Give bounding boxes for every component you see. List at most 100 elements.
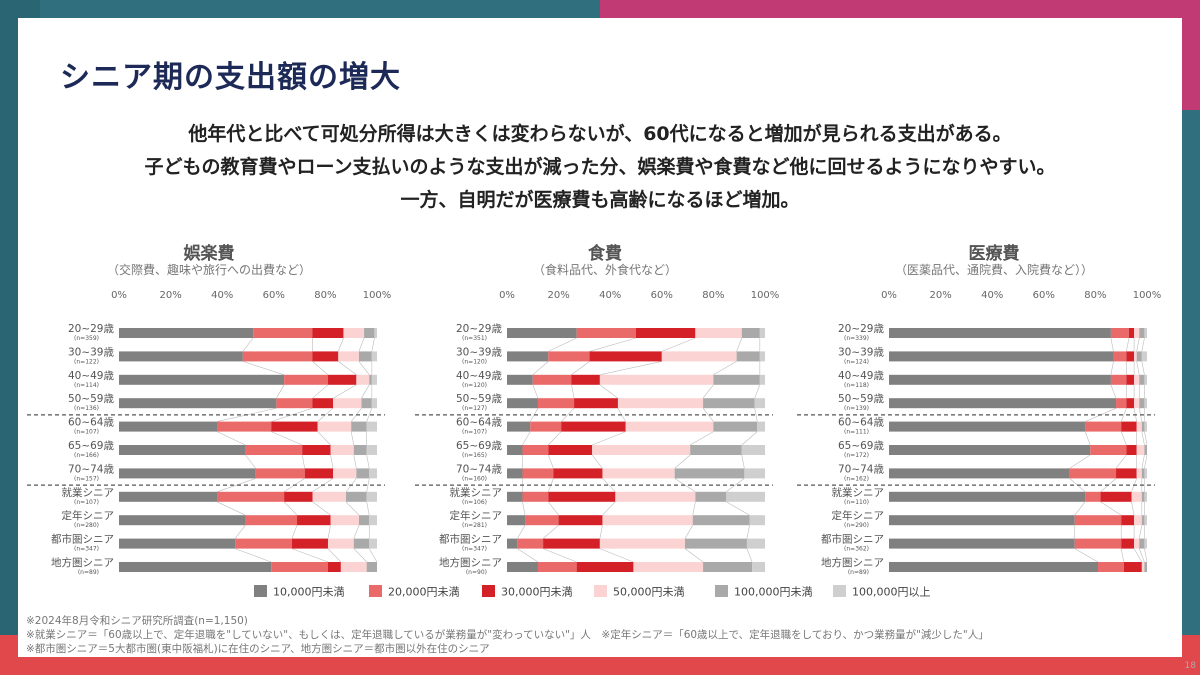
footnotes: ※2024年8月令和シニア研究所調査(n=1,150) ※就業シニア＝「60歳以…	[26, 614, 989, 656]
connector-line	[713, 361, 737, 376]
bar-segment	[1141, 351, 1147, 362]
connector-line	[599, 384, 619, 399]
bar-segment	[1144, 328, 1147, 338]
connector-line	[560, 407, 575, 422]
bar-segment	[369, 515, 377, 526]
connector-line	[726, 501, 750, 516]
bar-segment	[361, 398, 372, 409]
bar-segment	[1144, 374, 1147, 385]
bar-segment	[327, 538, 354, 549]
category-label: 30~39歳	[838, 346, 885, 358]
n-label: (n=162)	[844, 475, 869, 482]
n-label: (n=107)	[74, 429, 99, 436]
connector-line	[1115, 454, 1127, 469]
connector-line	[522, 501, 526, 516]
category-label: 65~69歳	[838, 440, 885, 452]
bar-segment	[1141, 562, 1145, 572]
category-label: 60~64歳	[68, 417, 115, 429]
bar-segment	[636, 328, 696, 338]
bar-segment	[1090, 445, 1127, 455]
bar-segment	[1136, 468, 1142, 479]
bar-segment	[543, 538, 600, 549]
bar-segment	[1110, 328, 1129, 338]
legend: 10,000円未満 20,000円未満 30,000円未満 50,000円未満 100,…	[254, 585, 931, 599]
bar-segment	[1141, 491, 1145, 502]
connector-line	[1120, 431, 1127, 446]
connector-line	[548, 337, 577, 352]
category-label: 60~64歳	[456, 417, 503, 429]
bar-segment	[617, 398, 704, 409]
bar-segment	[525, 515, 559, 526]
bar-segment	[333, 468, 357, 479]
connector-line	[1144, 431, 1148, 446]
x-tick-label: 60%	[263, 290, 285, 301]
x-tick-label: 60%	[1033, 290, 1055, 301]
connector-line	[312, 361, 329, 376]
bar-segment	[1144, 468, 1147, 479]
bar-segment	[356, 374, 370, 385]
bar-segment	[1134, 351, 1137, 362]
bar-segment	[1085, 491, 1101, 502]
connector-line	[271, 431, 303, 446]
bar-segment	[1136, 445, 1145, 455]
bar-segment	[1074, 538, 1122, 549]
category-label: 20~29歳	[68, 323, 115, 335]
bar-segment	[507, 351, 549, 362]
bar-segment	[330, 445, 354, 455]
connector-line	[591, 454, 603, 469]
bar-segment	[576, 562, 634, 572]
connector-line	[1144, 454, 1148, 469]
n-label: (n=362)	[844, 546, 869, 553]
slide: シニア期の支出額の増大 他年代と比べて可処分所得は大きくは変わらないが、60代に…	[18, 18, 1182, 657]
n-label: (n=106)	[462, 499, 487, 506]
bar-segment	[1131, 491, 1142, 502]
x-tick-label: 100%	[751, 290, 780, 301]
n-label: (n=120)	[462, 358, 487, 365]
legend-label: 100,000円以上	[852, 586, 931, 599]
bar-segment	[602, 515, 693, 526]
bar-segment	[561, 421, 626, 432]
legend-swatch	[482, 585, 495, 597]
n-label: (n=359)	[74, 335, 99, 342]
connector-line	[736, 337, 743, 352]
bar-segment	[690, 445, 742, 455]
connector-line	[366, 454, 370, 469]
category-label: 20~29歳	[456, 323, 503, 335]
n-label: (n=160)	[462, 475, 487, 482]
bar-segment	[695, 491, 727, 502]
bar-segment	[1144, 421, 1147, 432]
bar-segment	[615, 491, 696, 502]
bar-segment	[374, 328, 377, 338]
bar-segment	[304, 468, 334, 479]
connector-line	[741, 431, 758, 446]
bar-segment	[330, 515, 359, 526]
bar-segment	[242, 351, 313, 362]
connector-line	[1138, 525, 1143, 539]
category-label: 地方圏シニア	[439, 556, 502, 569]
bar-segment	[1136, 421, 1142, 432]
bar-segment	[1139, 374, 1145, 385]
bar-segment	[558, 515, 603, 526]
connector-line	[702, 384, 714, 399]
connector-line	[674, 478, 696, 493]
connector-line	[1110, 361, 1114, 375]
connector-line	[276, 384, 285, 399]
category-label: 就業シニア	[832, 486, 885, 499]
legend-swatch	[715, 585, 728, 597]
bar-segment	[119, 445, 246, 455]
bar-segment	[1110, 374, 1127, 385]
bar-segment	[1100, 491, 1132, 502]
n-label: (n=351)	[462, 335, 487, 342]
chart-panel-2: 0% 20% 40% 60% 80% 100%20~29歳(n=339)30~39歳(n=…	[797, 290, 1161, 576]
connector-line	[291, 548, 329, 563]
connector-line	[317, 407, 334, 422]
bar-segment	[358, 515, 370, 526]
bar-segment	[1097, 562, 1124, 572]
connector-line	[602, 478, 616, 493]
bar-segment	[351, 421, 367, 432]
bar-segment	[119, 351, 243, 362]
connector-line	[283, 501, 298, 516]
connector-line	[216, 478, 256, 493]
connector-line	[517, 525, 526, 539]
bar-segment	[507, 491, 523, 502]
